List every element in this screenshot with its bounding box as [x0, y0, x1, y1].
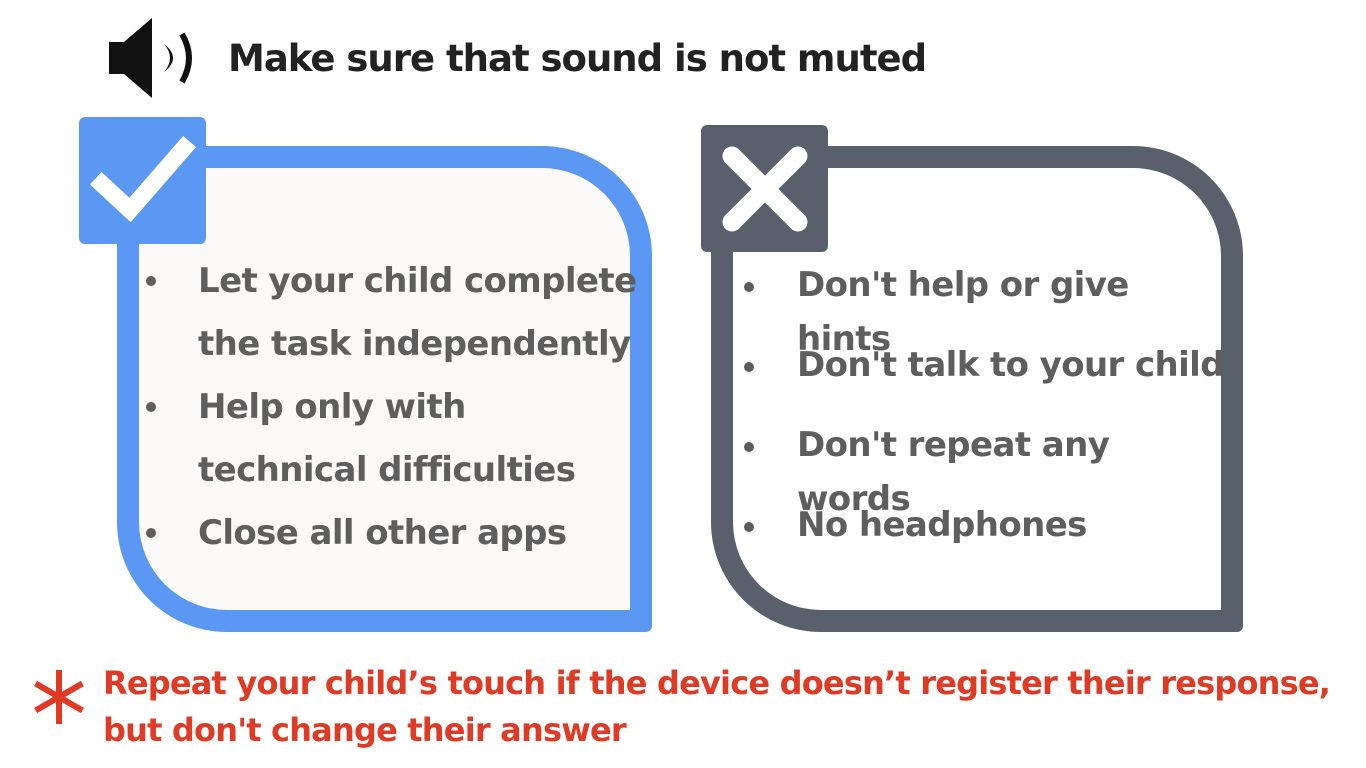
list-item: Don't help or give hints — [744, 258, 1227, 359]
note-text: Repeat your child’s touch if the device … — [103, 664, 1331, 749]
note: Repeat your child’s touch if the device … — [30, 660, 1353, 754]
bullet — [146, 402, 156, 412]
do-list: Let your child complete the task indepen… — [146, 250, 638, 565]
list-item: Help only with technical difficulties — [146, 376, 638, 502]
bullet — [744, 282, 754, 292]
list-item: Close all other apps — [146, 502, 638, 565]
list-item: Don't repeat any words — [744, 418, 1227, 519]
cross-icon — [722, 146, 807, 231]
bullet — [744, 522, 754, 532]
asterisk-icon — [34, 670, 84, 724]
list-item: Let your child complete the task indepen… — [146, 250, 638, 376]
bullet — [744, 362, 754, 372]
dont-badge — [701, 125, 828, 252]
bullet — [146, 528, 156, 538]
dont-list: Don't help or give hints Don't talk to y… — [744, 258, 1227, 578]
do-card — [117, 146, 652, 632]
do-badge — [79, 117, 206, 244]
sound-reminder-heading: Make sure that sound is not muted — [228, 36, 927, 80]
speaker-volume-icon — [109, 18, 192, 98]
list-item: Don't talk to your child — [744, 338, 1227, 418]
header: Make sure that sound is not muted — [106, 18, 927, 98]
checkmark-icon — [89, 135, 196, 222]
list-item: No headphones — [744, 498, 1227, 578]
bullet — [146, 276, 156, 286]
bullet — [744, 442, 754, 452]
